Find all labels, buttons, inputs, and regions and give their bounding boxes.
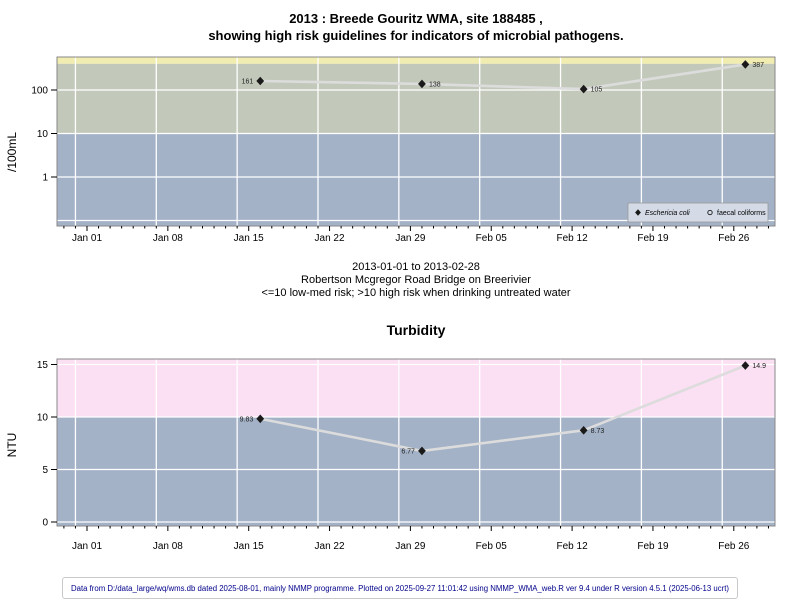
series-line [258, 63, 747, 91]
x-tick-label: Feb 26 [718, 233, 750, 244]
data-point-marker [741, 60, 750, 69]
x-tick-label: Jan 22 [315, 541, 345, 552]
data-point-label: 105 [591, 87, 603, 94]
x-tick-label: Feb 26 [718, 541, 750, 552]
x-tick-label: Jan 08 [153, 541, 183, 552]
turbidity-y-axis-title: NTU [5, 432, 19, 458]
x-tick-label: Feb 19 [637, 233, 669, 244]
y-tick-label: 5 [42, 465, 48, 476]
figure-title-line2: showing high risk guidelines for indicat… [208, 28, 624, 43]
x-tick-label: Feb 05 [476, 541, 508, 552]
x-tick-label: Jan 01 [72, 233, 102, 244]
data-point-label: 6.77 [401, 448, 415, 455]
data-point-label: 387 [752, 62, 764, 69]
data-point-marker [256, 414, 265, 424]
data-point-label: 161 [242, 79, 254, 86]
microbial-high-risk-band [57, 63, 775, 134]
data-point-marker [579, 84, 588, 94]
data-point-marker [741, 361, 750, 370]
caption-guideline: <=10 low-med risk; >10 high risk when dr… [261, 287, 571, 299]
data-point-label: 8.73 [591, 428, 605, 435]
y-tick-label: 0 [42, 518, 48, 529]
turbidity-plot-frame [56, 358, 776, 527]
data-point-label: 138 [429, 81, 441, 88]
y-tick-label: 100 [31, 86, 48, 97]
data-point-marker [256, 76, 265, 86]
footer-text: Data from D:/data_large/wq/wms.db dated … [70, 583, 729, 593]
microbial-very-high-risk-band [57, 57, 775, 64]
x-tick-label: Feb 12 [557, 541, 589, 552]
y-tick-label: 10 [37, 129, 49, 140]
open-circle-legend-icon [707, 209, 713, 216]
caption-date-range: 2013-01-01 to 2013-02-28 [352, 261, 480, 273]
figure-title-line1: 2013 : Breede Gouritz WMA, site 188485 , [289, 11, 543, 26]
x-tick-label: Jan 29 [395, 233, 425, 244]
series-line [258, 364, 747, 453]
x-tick-label: Feb 05 [476, 233, 508, 244]
legend-entry-label: faecal coliforms [717, 210, 766, 217]
legend-box [627, 202, 769, 223]
footer-box: Data from D:/data_large/wq/wms.db dated … [62, 577, 738, 599]
data-point-marker [418, 79, 426, 89]
x-tick-label: Jan 15 [234, 541, 264, 552]
x-tick-label: Feb 12 [557, 233, 589, 244]
turbidity-high-risk-band [57, 359, 775, 417]
x-tick-label: Jan 01 [72, 541, 102, 552]
x-tick-label: Jan 15 [234, 233, 264, 244]
data-point-marker [579, 426, 588, 435]
x-tick-label: Jan 08 [153, 233, 183, 244]
caption-site: Robertson Mcgregor Road Bridge on Breeri… [301, 274, 531, 286]
filled-diamond-legend-icon [635, 209, 641, 216]
data-point-marker [418, 446, 426, 456]
data-point-label: 9.83 [240, 416, 254, 423]
microbial-plot-frame [56, 56, 776, 227]
data-point-label: 14.9 [752, 363, 766, 370]
turbidity-low-med-risk-band [57, 417, 775, 526]
y-tick-label: 15 [37, 360, 49, 371]
microbial-y-axis-title: /100mL [5, 131, 19, 173]
y-tick-label: 1 [42, 173, 48, 184]
y-tick-label: 10 [37, 413, 49, 424]
x-tick-label: Feb 19 [637, 541, 669, 552]
turbidity-title: Turbidity [386, 322, 446, 338]
x-tick-label: Jan 29 [395, 541, 425, 552]
x-tick-label: Jan 22 [315, 233, 345, 244]
legend-entry-label: Eschericia coli [645, 210, 690, 217]
